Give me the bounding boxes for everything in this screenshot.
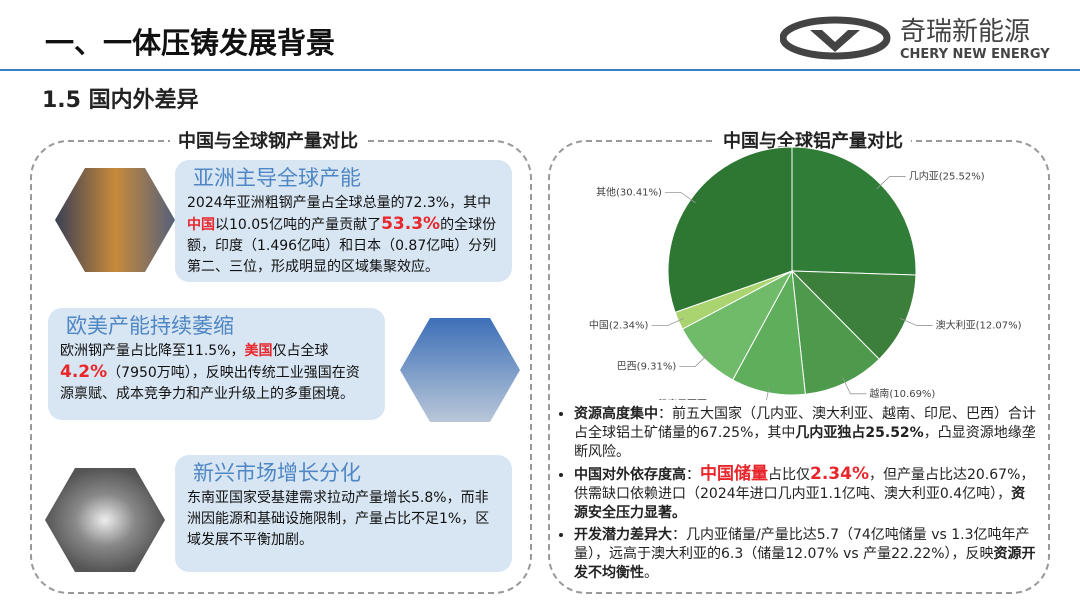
text: ：几内亚储量/产量比达5.7（74亿吨储量 vs 1.3亿吨年产量），远高于澳大… [574, 527, 1030, 562]
text: ： [686, 467, 700, 483]
pie-slice [791, 146, 917, 276]
logo-cn: 奇瑞新能源 [900, 17, 1030, 47]
slice-label: 澳大利亚(12.07%) [936, 318, 1022, 331]
card: 新兴市场增长分化 东南亚国家受基建需求拉动产量增长5.8%，而非洲因能源和基础设… [175, 455, 512, 572]
text: 仅占全球 [272, 343, 329, 359]
leader-line [651, 318, 685, 327]
pie-chart: 几内亚(25.52%) 澳大利亚(12.07%) 越南(10.69%) 印度尼西亚(9… [589, 146, 1022, 400]
text: 开发潜力差异大 [574, 527, 672, 543]
text: 欧洲钢产量占比降至11.5%， [60, 343, 245, 359]
leader-line [766, 386, 770, 400]
text: 中国对外依存度高 [574, 467, 686, 483]
slice-label: 其他(30.41%) [596, 185, 662, 198]
slice-label: 中国(2.34%) [589, 319, 649, 332]
text: 的全球份额，印度（1.496亿吨）和日本（0.87亿吨）分列第二、三位，形成明显… [187, 217, 497, 275]
slice-label: 几内亚(25.52%) [909, 169, 985, 182]
leader-line [664, 192, 696, 204]
logo-en: CHERY NEW ENERGY [900, 47, 1050, 62]
highlight: 美国 [244, 343, 273, 359]
highlight: 2.34% [810, 464, 869, 484]
slice-label: 越南(10.69%) [869, 387, 935, 400]
card: 亚洲主导全球产能 2024年亚洲粗钢产量占全球总量的72.3%，其中中国以10.… [175, 160, 512, 282]
leader-line [679, 353, 709, 367]
card-title: 新兴市场增长分化 [193, 461, 361, 485]
text: ，但产量占比达20.67%，供需缺口依赖进口（2024年进口几内亚1.1亿吨、澳… [574, 467, 1035, 502]
text: （7950万吨），反映出传统工业强国在资源禀赋、成本竞争力和产业升级上的多重困境… [60, 365, 360, 402]
leader-line [876, 176, 906, 190]
slide-title: 一、一体压铸发展背景 [45, 26, 336, 60]
leader-line [842, 377, 867, 395]
leader-line [899, 317, 933, 326]
text: 东南亚国家受基建需求拉动产量增长5.8%，而非洲因能源和基础设施限制，产量占比不… [187, 490, 490, 548]
highlight: 4.2% [60, 362, 108, 382]
text: 资源安全压力显著。 [574, 486, 1026, 521]
header-rule [0, 69, 1080, 71]
highlight: 中国 [187, 217, 215, 233]
slice-label: 巴西(9.31%) [617, 361, 677, 373]
text: ：前五大国家（几内亚、澳大利亚、越南、印尼、巴西）合计占全球铝土矿储量的67.2… [574, 406, 1036, 441]
logo: 奇瑞新能源 CHERY NEW ENERGY [780, 16, 1050, 62]
bullets: 资源高度集中：前五大国家（几内亚、澳大利亚、越南、印尼、巴西）合计占全球铝土矿储… [558, 405, 1038, 586]
highlight: 中国储量 [700, 464, 768, 484]
card-title: 欧美产能持续萎缩 [66, 314, 234, 338]
card: 欧美产能持续萎缩 欧洲钢产量占比降至11.5%，美国仅占全球 4.2%（7950万… [48, 308, 385, 420]
bullet: 开发潜力差异大：几内亚储量/产量比达5.7（74亿吨储量 vs 1.3亿吨年产量… [574, 526, 1038, 583]
text: 几内亚独占25.52% [795, 425, 924, 441]
text: 以10.05亿吨的产量贡献了 [215, 217, 382, 233]
text: 。 [644, 565, 658, 581]
section-title: 1.5 国内外差异 [42, 88, 199, 113]
slice-label: 印度尼西亚(9.66%) [657, 397, 747, 400]
bullet: 资源高度集中：前五大国家（几内亚、澳大利亚、越南、印尼、巴西）合计占全球铝土矿储… [574, 405, 1038, 462]
hex-images [45, 168, 520, 572]
text: ，凸显资源地缘垄断风险。 [574, 425, 1036, 460]
card-title: 亚洲主导全球产能 [193, 166, 361, 190]
highlight: 53.3% [381, 214, 441, 234]
bullet: 中国对外依存度高：中国储量占比仅2.34%，但产量占比达20.67%，供需缺口依… [574, 465, 1038, 523]
chart-title: 中国与全球铝产量对比 [715, 127, 911, 153]
steel-title: 中国与全球钢产量对比 [170, 127, 366, 153]
text: 资源高度集中 [574, 406, 658, 422]
text: 2024年亚洲粗钢产量占全球总量的72.3%，其中 [187, 195, 492, 211]
text: 资源开发不均衡性 [574, 546, 1036, 581]
text: 占比仅 [768, 467, 810, 483]
